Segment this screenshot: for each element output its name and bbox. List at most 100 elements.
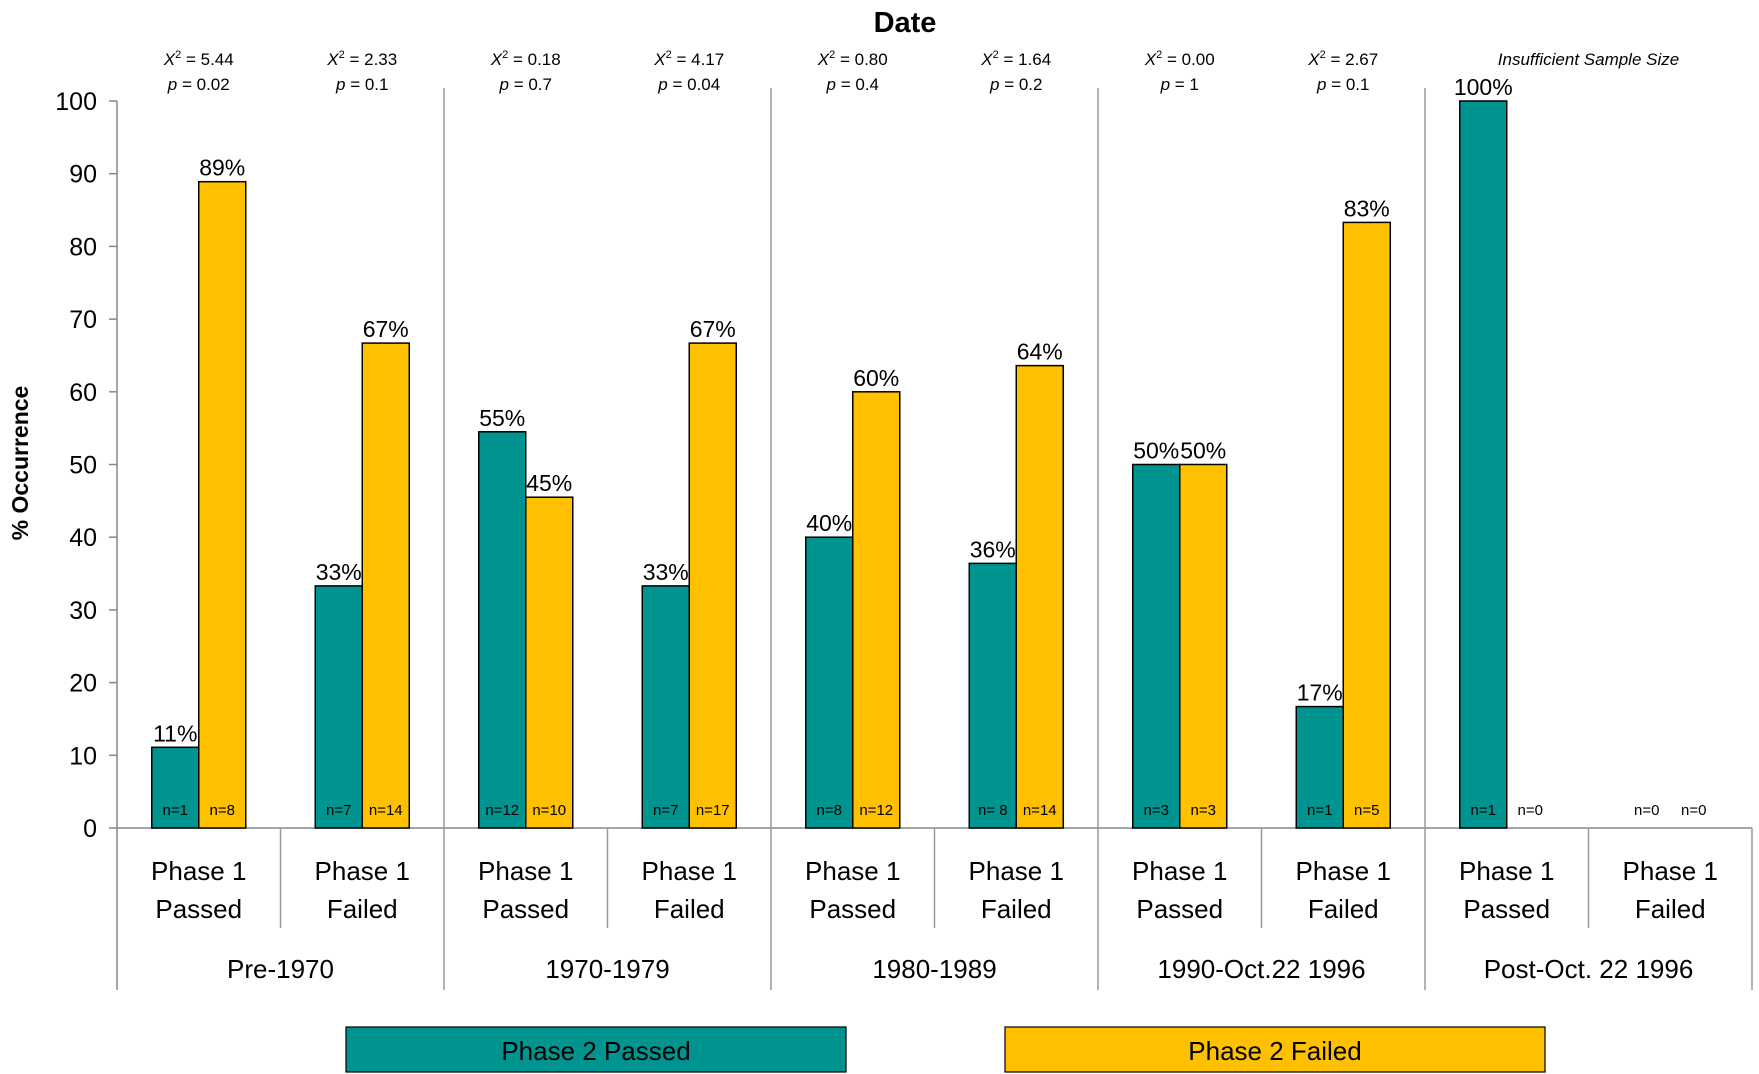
bar-value-label: 55%: [479, 405, 525, 431]
bar-phase2-passed: [968, 562, 1017, 829]
stat-p-value: p = 0.02: [167, 75, 230, 94]
y-tick-label: 10: [69, 742, 97, 770]
bar-phase2-failed: [688, 342, 737, 829]
bar-value-label: 33%: [316, 559, 362, 585]
bar-phase2-failed: [361, 342, 410, 829]
bar-phase2-passed: [151, 746, 200, 829]
bar-phase2-passed: [805, 536, 854, 829]
category-label-line1: Phase 1: [805, 856, 900, 886]
bar-phase2-passed: [1295, 705, 1344, 829]
category-label-line1: Phase 1: [642, 856, 737, 886]
bar-n-label: n=0: [1681, 802, 1706, 819]
stat-chi-square: X2 = 4.17: [653, 49, 724, 69]
y-tick-label: 20: [69, 670, 97, 698]
bar-n-label: n=12: [485, 802, 519, 819]
bar-n-label: n=0: [1634, 802, 1659, 819]
bar-n-label: n=5: [1354, 802, 1379, 819]
y-tick-label: 70: [69, 306, 97, 334]
bar-value-label: 67%: [690, 316, 736, 342]
y-tick-label: 0: [83, 815, 97, 843]
stat-p-value: p = 0.04: [657, 75, 720, 94]
legend-swatch-phase2-passed: [345, 1026, 847, 1073]
category-label-line1: Phase 1: [969, 856, 1064, 886]
bar-value-label: 89%: [199, 155, 245, 181]
category-label-line1: Phase 1: [151, 856, 246, 886]
stat-chi-square: X2 = 0.18: [490, 49, 561, 69]
bar-phase2-passed: [314, 585, 363, 829]
y-tick-label: 30: [69, 597, 97, 625]
y-tick-label: 60: [69, 379, 97, 407]
bar-phase2-failed: [1342, 221, 1391, 829]
bar-value-label: 83%: [1344, 195, 1390, 221]
group-note: Insufficient Sample Size: [1498, 50, 1679, 69]
legend-label: Phase 2 Passed: [501, 1036, 690, 1066]
bar-n-label: n=7: [326, 802, 351, 819]
category-label-line1: Phase 1: [1132, 856, 1227, 886]
y-tick-label: 100: [55, 88, 97, 116]
category-label-line1: Phase 1: [1459, 856, 1554, 886]
bar-n-label: n=7: [653, 802, 678, 819]
stat-chi-square: X2 = 2.33: [326, 49, 397, 69]
stat-chi-square: X2 = 1.64: [980, 49, 1051, 69]
category-label-line2: Passed: [482, 894, 569, 924]
bar-value-label: 17%: [1297, 680, 1343, 706]
bar-phase2-passed: [1459, 100, 1508, 829]
bar-value-label: 11%: [153, 720, 197, 746]
bar-value-label: 100%: [1454, 74, 1513, 100]
stat-p-value: p = 0.1: [1316, 75, 1369, 94]
bar-n-label: n=0: [1518, 802, 1543, 819]
bar-n-label: n=17: [696, 802, 730, 819]
bar-phase2-failed: [198, 180, 247, 829]
bar-n-label: n=8: [210, 802, 235, 819]
bar-value-label: 50%: [1180, 438, 1226, 464]
bar-value-label: 67%: [363, 316, 409, 342]
stat-p-value: p = 0.2: [989, 75, 1042, 94]
y-axis-label: % Occurrence: [7, 386, 33, 541]
group-label: 1990-Oct.22 1996: [1157, 954, 1365, 984]
bar-n-label: n=14: [1023, 802, 1057, 819]
stat-p-value: p = 1: [1160, 75, 1199, 94]
bar-phase2-failed: [525, 496, 574, 829]
stat-chi-square: X2 = 2.67: [1307, 49, 1378, 69]
bar-value-label: 40%: [806, 510, 852, 536]
bar-value-label: 64%: [1017, 339, 1063, 365]
stat-chi-square: X2 = 0.80: [817, 49, 888, 69]
bar-n-label: n=1: [1307, 802, 1332, 819]
group-label: Pre-1970: [227, 954, 334, 984]
bar-n-label: n=8: [817, 802, 842, 819]
plot-area: 0 10 20 30 40 50 60 70 80 90 100 Pre-1970 Phase 1 Pas…: [55, 49, 1753, 1073]
group-label: 1980-1989: [872, 954, 996, 984]
category-label-line1: Phase 1: [315, 856, 410, 886]
y-tick-label: 80: [69, 233, 97, 261]
bar-phase2-failed: [852, 391, 901, 829]
bar-phase2-failed: [1179, 463, 1228, 829]
category-label-line2: Passed: [809, 894, 896, 924]
stat-p-value: p = 0.4: [826, 75, 879, 94]
bar-value-label: 33%: [643, 559, 689, 585]
bar-n-label: n= 8: [978, 802, 1008, 819]
bar-value-label: 60%: [853, 365, 899, 391]
category-label-line2: Passed: [1136, 894, 1223, 924]
stat-p-value: p = 0.1: [335, 75, 388, 94]
bar-n-label: n=3: [1191, 802, 1216, 819]
category-label-line2: Failed: [1308, 894, 1379, 924]
category-label-line2: Failed: [654, 894, 725, 924]
category-label-line2: Failed: [1635, 894, 1706, 924]
group-label: Post-Oct. 22 1996: [1484, 954, 1694, 984]
category-label-line2: Passed: [1463, 894, 1550, 924]
bar-n-label: n=1: [1471, 802, 1496, 819]
bar-phase2-failed: [1015, 364, 1064, 829]
category-label-line2: Failed: [327, 894, 398, 924]
y-tick-label: 90: [69, 161, 97, 189]
bar-n-label: n=10: [532, 802, 566, 819]
bar-phase2-passed: [478, 431, 527, 829]
bar-phase2-passed: [641, 585, 690, 829]
stat-chi-square: X2 = 5.44: [163, 49, 234, 69]
stat-chi-square: X2 = 0.00: [1144, 49, 1215, 69]
chart-title: Date: [874, 7, 937, 39]
category-label-line1: Phase 1: [1623, 856, 1718, 886]
bar-n-label: n=1: [163, 802, 188, 819]
category-label-line2: Failed: [981, 894, 1052, 924]
group-label: 1970-1979: [545, 954, 669, 984]
